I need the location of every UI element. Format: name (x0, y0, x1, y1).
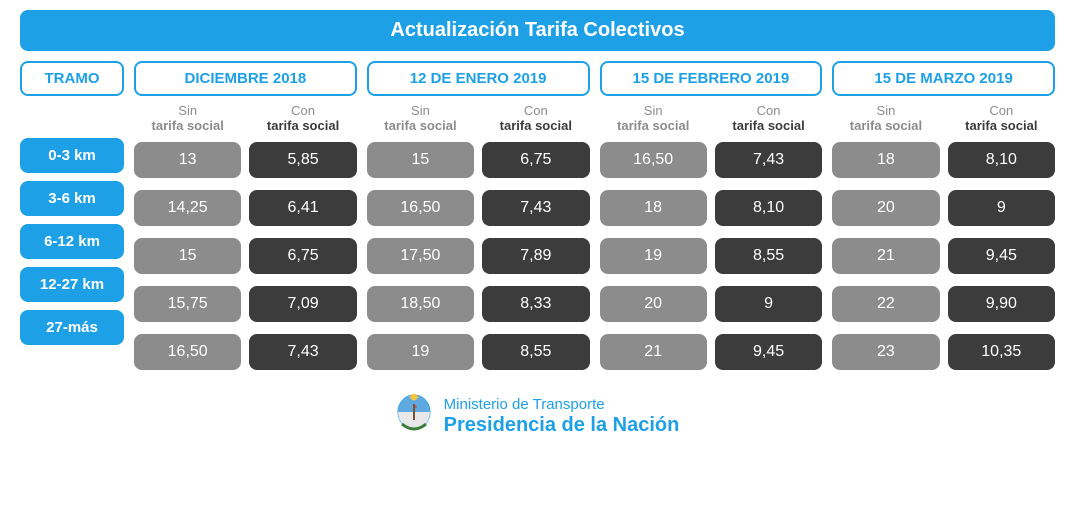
period-column-2: 15 DE FEBRERO 2019 Sintarifa social Cont… (600, 61, 823, 382)
value-sin: 20 (832, 190, 939, 226)
value-con: 7,43 (249, 334, 356, 370)
sublabel-con: Contarifa social (482, 102, 589, 138)
sublabel-sin: Sintarifa social (832, 102, 939, 138)
value-con: 6,75 (482, 142, 589, 178)
value-con: 8,55 (482, 334, 589, 370)
sublabel-sin: Sintarifa social (367, 102, 474, 138)
value-con: 7,09 (249, 286, 356, 322)
value-con: 8,55 (715, 238, 822, 274)
value-sin: 22 (832, 286, 939, 322)
period-header: DICIEMBRE 2018 (134, 61, 357, 96)
sublabel-con: Contarifa social (249, 102, 356, 138)
value-sin: 18 (832, 142, 939, 178)
sublabel-con: Contarifa social (715, 102, 822, 138)
value-sin: 23 (832, 334, 939, 370)
tramo-cell: 12-27 km (20, 267, 124, 302)
period-header: 15 DE MARZO 2019 (832, 61, 1055, 96)
value-sin: 16,50 (134, 334, 241, 370)
value-sin: 18,50 (367, 286, 474, 322)
value-sin: 18 (600, 190, 707, 226)
tramo-cell: 27-más (20, 310, 124, 345)
sublabel-sin: Sintarifa social (134, 102, 241, 138)
tramo-cell: 6-12 km (20, 224, 124, 259)
period-column-1: 12 DE ENERO 2019 Sintarifa social Contar… (367, 61, 590, 382)
sublabel-sin: Sintarifa social (600, 102, 707, 138)
value-con: 6,41 (249, 190, 356, 226)
value-con: 9,45 (948, 238, 1055, 274)
value-sin: 21 (832, 238, 939, 274)
value-sin: 15,75 (134, 286, 241, 322)
value-sin: 21 (600, 334, 707, 370)
value-sin: 15 (134, 238, 241, 274)
value-sin: 16,50 (367, 190, 474, 226)
footer-line1: Ministerio de Transporte (444, 397, 680, 414)
value-con: 7,89 (482, 238, 589, 274)
footer: Ministerio de Transporte Presidencia de … (20, 394, 1055, 439)
period-header: 15 DE FEBRERO 2019 (600, 61, 823, 96)
value-sin: 15 (367, 142, 474, 178)
tramo-cell: 0-3 km (20, 138, 124, 173)
tramo-cell: 3-6 km (20, 181, 124, 216)
value-con: 9,45 (715, 334, 822, 370)
value-con: 8,10 (715, 190, 822, 226)
tramo-column: TRAMO 0-3 km 3-6 km 6-12 km 12-27 km 27-… (20, 61, 124, 382)
period-header: 12 DE ENERO 2019 (367, 61, 590, 96)
value-sin: 13 (134, 142, 241, 178)
period-column-3: 15 DE MARZO 2019 Sintarifa social Contar… (832, 61, 1055, 382)
tariff-grid: TRAMO 0-3 km 3-6 km 6-12 km 12-27 km 27-… (20, 61, 1055, 382)
spacer (20, 102, 124, 138)
footer-text: Ministerio de Transporte Presidencia de … (444, 397, 680, 436)
footer-line2: Presidencia de la Nación (444, 414, 680, 436)
value-sin: 19 (600, 238, 707, 274)
value-con: 5,85 (249, 142, 356, 178)
period-column-0: DICIEMBRE 2018 Sintarifa social Contarif… (134, 61, 357, 382)
value-con: 9 (715, 286, 822, 322)
value-sin: 17,50 (367, 238, 474, 274)
value-con: 7,43 (715, 142, 822, 178)
escudo-icon (396, 394, 432, 439)
sublabel-con: Contarifa social (948, 102, 1055, 138)
value-con: 7,43 (482, 190, 589, 226)
value-sin: 20 (600, 286, 707, 322)
value-sin: 19 (367, 334, 474, 370)
value-sin: 16,50 (600, 142, 707, 178)
value-con: 6,75 (249, 238, 356, 274)
tramo-header: TRAMO (20, 61, 124, 96)
value-con: 8,33 (482, 286, 589, 322)
value-sin: 14,25 (134, 190, 241, 226)
value-con: 8,10 (948, 142, 1055, 178)
value-con: 9,90 (948, 286, 1055, 322)
title-bar: Actualización Tarifa Colectivos (20, 10, 1055, 51)
value-con: 10,35 (948, 334, 1055, 370)
value-con: 9 (948, 190, 1055, 226)
